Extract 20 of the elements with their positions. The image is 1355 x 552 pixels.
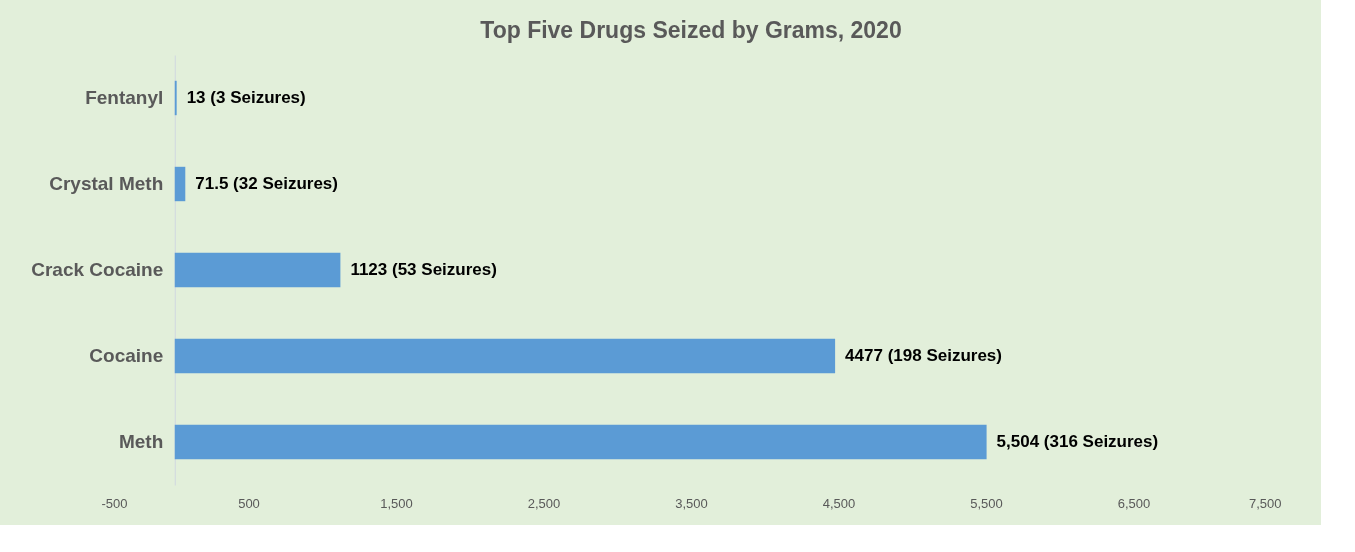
data-label: 5,504 (316 Seizures) (996, 432, 1159, 451)
data-label: 13 (3 Seizures) (186, 88, 306, 107)
y-tick-label: Meth (118, 431, 164, 452)
x-tick-label: 6,500 (1117, 495, 1151, 511)
x-tick-label: 1,500 (380, 495, 413, 511)
x-tick-label: 500 (238, 495, 260, 511)
x-tick-label: 3,500 (675, 495, 708, 511)
x-tick-label: -500 (101, 495, 128, 511)
x-tick-label: 4,500 (822, 495, 856, 511)
data-label: 71.5 (32 Seizures) (195, 174, 338, 193)
x-tick-label: 7,500 (1248, 495, 1282, 511)
y-tick-label: Fentanyl (85, 87, 164, 108)
y-tick-label: Crack Cocaine (31, 259, 164, 280)
data-label: 1123 (53 Seizures) (350, 260, 497, 279)
data-label: 4477 (198 Seizures) (845, 346, 1002, 365)
x-tick-label: 2,500 (527, 495, 561, 511)
y-tick-label: Crystal Meth (49, 173, 164, 194)
y-tick-label: Cocaine (89, 345, 164, 366)
chart-title: Top Five Drugs Seized by Grams, 2020 (480, 17, 902, 43)
x-tick-label: 5,500 (970, 495, 1003, 511)
